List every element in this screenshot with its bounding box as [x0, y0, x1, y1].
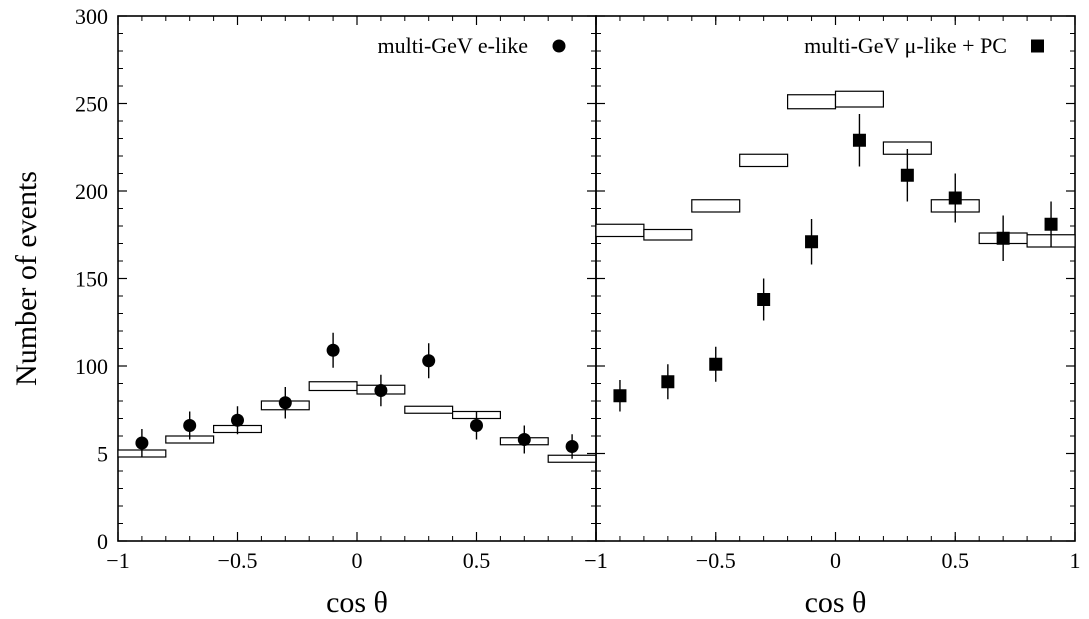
left-y-tick-label: 5 [97, 442, 108, 467]
left-legend-label: multi-GeV e-like [378, 33, 529, 58]
left-data-point [565, 440, 579, 453]
left-y-tick-label: 300 [75, 4, 108, 29]
left-data-point [374, 384, 388, 397]
left-data-point [517, 433, 531, 446]
right-data-point [852, 133, 866, 147]
right-x-tick-label: −0.5 [696, 548, 736, 573]
left-y-tick-label: 100 [75, 354, 108, 379]
right-data-point [709, 357, 723, 371]
left-expectation-box [308, 381, 358, 392]
right-data-point [1044, 217, 1058, 231]
right-data-point [661, 375, 675, 389]
left-y-tick-label: 0 [97, 529, 108, 554]
left-x-tick-label: −0.5 [218, 548, 258, 573]
left-y-tick-label: 200 [75, 179, 108, 204]
right-expectation-box [691, 199, 741, 213]
right-data-point [613, 389, 627, 403]
right-data-point [900, 168, 914, 182]
right-expectation-box [643, 228, 693, 241]
left-data-point [326, 343, 340, 357]
left-x-tick-label: −1 [106, 548, 129, 573]
right-x-axis-title: cos θ [805, 586, 867, 614]
left-legend-marker [552, 39, 566, 53]
right-data-point [948, 191, 962, 205]
right-data-point [996, 231, 1010, 245]
right-expectation-box [786, 94, 837, 110]
left-data-point [278, 396, 292, 410]
left-data-point [231, 413, 244, 427]
left-data-point [470, 419, 483, 432]
left-x-axis-title: cos θ [326, 586, 388, 614]
y-axis-title: Number of events [10, 171, 43, 386]
right-x-tick-label: 1 [1070, 548, 1081, 573]
right-expectation-box [834, 90, 885, 108]
right-x-tick-label: 0 [830, 548, 841, 573]
left-x-tick-label: −1 [584, 548, 607, 573]
right-x-tick-label: 0.5 [942, 548, 970, 573]
right-x-tick-label: −1 [584, 548, 607, 573]
right-expectation-box [739, 153, 789, 168]
left-y-tick-label: 250 [75, 92, 108, 117]
left-data-point [135, 436, 149, 450]
left-data-point [183, 419, 197, 432]
right-expectation-box [595, 223, 645, 238]
left-x-tick-label: 0.5 [463, 548, 491, 573]
left-x-tick-label: 0 [352, 548, 363, 573]
right-data-point [757, 293, 771, 306]
left-plot-frame [117, 15, 597, 542]
right-legend-marker [1031, 39, 1044, 53]
left-y-tick-label: 150 [75, 267, 108, 292]
left-data-point [422, 354, 436, 368]
right-legend-label: multi-GeV μ-like + PC [804, 33, 1007, 58]
left-expectation-box [404, 405, 454, 414]
right-data-point [805, 235, 819, 249]
